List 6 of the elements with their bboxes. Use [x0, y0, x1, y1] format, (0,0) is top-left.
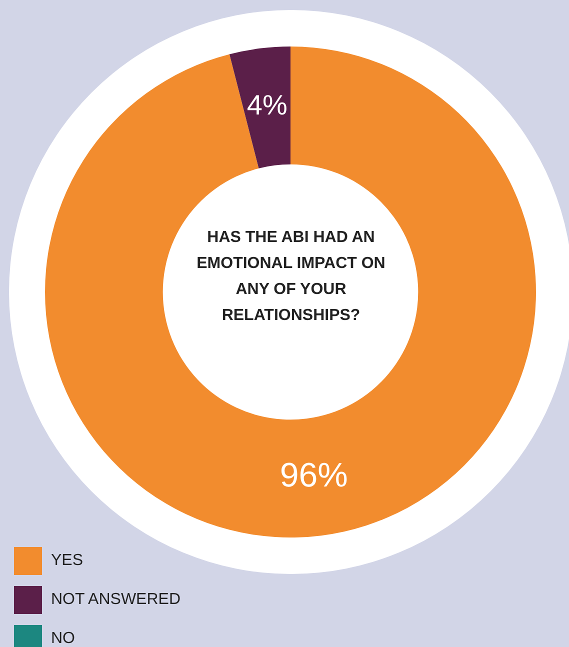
legend-label: NO [51, 630, 75, 647]
text: HAS THE ABI HAD AN EMOTIONAL IMPACT ON ANY OF YOUR RELATIONSHIPS? [196, 228, 386, 326]
data-label: 96% [280, 456, 348, 494]
legend-label: YES [51, 552, 84, 570]
data-label: 4% [246, 90, 288, 121]
legend-label: NOT ANSWERED [51, 590, 180, 608]
